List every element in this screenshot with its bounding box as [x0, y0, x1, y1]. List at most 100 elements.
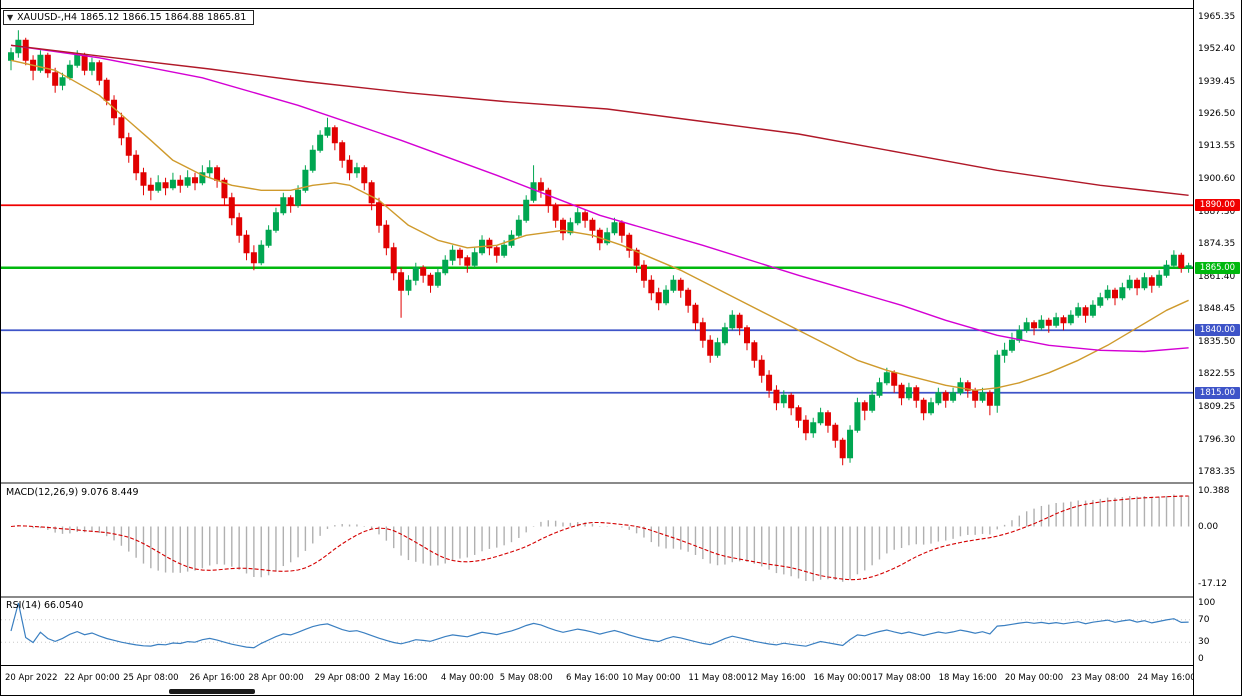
ma-fast-orange-line — [10, 59, 1189, 391]
candle-body — [751, 342, 758, 361]
candle-body — [52, 72, 59, 86]
candle-body — [648, 279, 655, 294]
symbol-ohlc-text: XAUUSD-,H4 1865.12 1866.15 1864.88 1865.… — [17, 12, 247, 23]
candle-body — [236, 217, 243, 236]
macd-indicator-label: MACD(12,26,9) 9.076 8.449 — [6, 487, 139, 498]
price-axis[interactable]: 1965.35 1952.40 1939.45 1926.50 1913.55 1900.… — [1193, 0, 1241, 695]
candle-body — [795, 407, 802, 421]
candle-body — [265, 229, 272, 246]
candles-layer — [8, 30, 1192, 466]
candle-body — [523, 199, 530, 221]
candle-body — [1119, 287, 1126, 299]
candle-body — [1156, 274, 1163, 286]
macd-panel[interactable] — [1, 484, 1195, 596]
candle-body — [1089, 304, 1096, 316]
candle-body — [192, 177, 198, 184]
candle-body — [133, 154, 140, 174]
candle-body — [780, 394, 787, 404]
candle-body — [891, 372, 898, 386]
candle-body — [913, 387, 920, 401]
candle-body — [670, 279, 677, 291]
candle-body — [214, 167, 221, 181]
candle-body — [37, 54, 44, 71]
candle-body — [714, 342, 721, 356]
macd-panel-splitter[interactable] — [1, 482, 1241, 484]
candle-body — [979, 392, 986, 401]
candle-body — [206, 167, 213, 174]
candle-body — [147, 184, 154, 191]
candle-body — [376, 202, 382, 226]
candle-body — [295, 189, 302, 206]
candle-body — [353, 167, 360, 174]
candle-body — [942, 392, 949, 401]
candle-body — [486, 239, 493, 249]
candle-body — [103, 79, 110, 101]
candle-body — [582, 212, 589, 221]
candle-body — [1008, 339, 1015, 351]
candle-body — [655, 292, 662, 304]
candle-body — [1126, 279, 1133, 289]
candle-body — [501, 244, 508, 256]
time-axis-label: 5 May 08:00 — [499, 673, 553, 683]
main-price-chart[interactable] — [1, 0, 1195, 482]
one-click-trading-toggle-icon[interactable]: ▼ — [7, 12, 14, 22]
candle-body — [243, 234, 250, 254]
candle-body — [744, 327, 750, 344]
price-axis-label: 1965.35 — [1198, 11, 1236, 22]
candle-body — [258, 244, 265, 264]
candle-body — [228, 197, 235, 219]
time-axis-label: 26 Apr 16:00 — [189, 673, 245, 683]
candle-body — [280, 197, 287, 214]
rsi-axis-label: 100 — [1198, 598, 1216, 608]
h-scrollbar-thumb[interactable] — [169, 689, 255, 694]
candle-body — [1104, 289, 1111, 299]
candle-body — [515, 219, 522, 236]
candle-body — [876, 382, 883, 396]
time-axis-label: 12 May 16:00 — [747, 673, 806, 683]
time-axis-label: 2 May 16:00 — [374, 673, 428, 683]
rsi-panel-splitter[interactable] — [1, 596, 1241, 598]
candle-body — [125, 137, 132, 156]
candle-body — [883, 372, 890, 384]
candle-body — [177, 179, 184, 186]
candle-body — [331, 127, 338, 144]
time-axis-label: 4 May 00:00 — [440, 673, 494, 683]
time-axis-border — [1, 665, 1241, 666]
candle-body — [567, 222, 574, 234]
candle-body — [824, 412, 831, 426]
candle-body — [81, 54, 88, 71]
candle-body — [626, 234, 633, 251]
rsi-panel[interactable] — [1, 598, 1195, 664]
macd-signal-line — [10, 495, 1189, 581]
price-axis-label: 1861.40 — [1198, 271, 1236, 282]
candle-body — [96, 62, 103, 81]
price-axis-label: 1835.50 — [1198, 336, 1236, 347]
candle-body — [802, 419, 809, 434]
hline-price-tag: 1840.00 — [1195, 324, 1240, 337]
candle-body — [88, 62, 95, 71]
candle-body — [59, 77, 66, 86]
time-axis-label: 20 May 00:00 — [1004, 673, 1064, 683]
candle-body — [633, 249, 640, 266]
price-axis-label: 1887.30 — [1198, 207, 1236, 217]
hline-price-tag: 1815.00 — [1195, 386, 1240, 399]
candle-body — [1178, 254, 1185, 269]
candle-body — [140, 172, 147, 186]
candle-body — [677, 279, 684, 291]
candle-body — [1053, 317, 1060, 326]
candle-body — [1097, 297, 1104, 306]
candle-body — [1170, 254, 1177, 266]
rsi-indicator-label: RSI(14) 66.0540 — [6, 600, 84, 611]
candle-body — [574, 212, 581, 224]
time-axis[interactable]: 20 Apr 2022 22 Apr 00:00 25 Apr 08:00 26 Ap… — [1, 667, 1196, 691]
price-axis-label: 1939.45 — [1198, 76, 1236, 87]
candle-body — [471, 252, 478, 266]
chart-top-border — [1, 8, 1241, 9]
candle-body — [699, 322, 706, 341]
price-axis-label: 1926.50 — [1198, 109, 1236, 119]
candle-body — [552, 204, 559, 221]
candle-body — [1112, 289, 1118, 299]
candle-body — [287, 197, 294, 206]
time-axis-label: 16 May 00:00 — [813, 673, 872, 683]
candle-body — [560, 219, 566, 234]
